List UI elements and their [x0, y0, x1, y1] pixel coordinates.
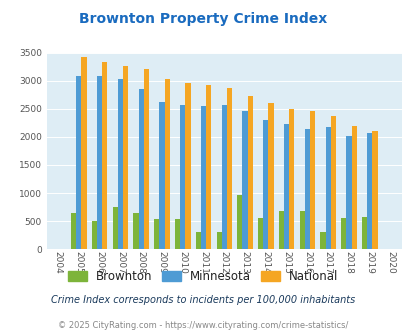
Bar [247, 96, 252, 249]
Bar [185, 83, 190, 249]
Bar [304, 129, 309, 249]
Bar [112, 207, 117, 249]
Bar [309, 111, 314, 249]
Bar [268, 103, 273, 249]
Bar [242, 111, 247, 249]
Bar [138, 89, 143, 249]
Bar [226, 88, 232, 249]
Bar [330, 115, 335, 249]
Bar [180, 105, 185, 249]
Bar [351, 126, 356, 249]
Bar [117, 79, 123, 249]
Bar [123, 66, 128, 249]
Bar [102, 62, 107, 249]
Bar [92, 221, 97, 249]
Bar [340, 218, 345, 249]
Bar [71, 213, 76, 249]
Bar [159, 102, 164, 249]
Bar [299, 211, 304, 249]
Bar [366, 133, 371, 249]
Legend: Brownton, Minnesota, National: Brownton, Minnesota, National [63, 265, 342, 287]
Bar [76, 76, 81, 249]
Bar [320, 232, 325, 249]
Bar [143, 69, 149, 249]
Bar [195, 232, 200, 249]
Text: © 2025 CityRating.com - https://www.cityrating.com/crime-statistics/: © 2025 CityRating.com - https://www.city… [58, 321, 347, 330]
Bar [133, 213, 138, 249]
Bar [288, 109, 294, 249]
Bar [258, 218, 262, 249]
Bar [284, 124, 288, 249]
Text: Brownton Property Crime Index: Brownton Property Crime Index [79, 12, 326, 25]
Bar [200, 106, 206, 249]
Bar [237, 195, 242, 249]
Bar [206, 85, 211, 249]
Bar [154, 219, 159, 249]
Bar [371, 131, 377, 249]
Bar [221, 105, 226, 249]
Bar [325, 127, 330, 249]
Bar [345, 136, 351, 249]
Bar [81, 57, 87, 249]
Bar [361, 217, 366, 249]
Bar [97, 76, 102, 249]
Bar [262, 119, 268, 249]
Bar [164, 79, 169, 249]
Bar [175, 219, 180, 249]
Bar [216, 232, 221, 249]
Bar [278, 211, 284, 249]
Text: Crime Index corresponds to incidents per 100,000 inhabitants: Crime Index corresponds to incidents per… [51, 295, 354, 305]
